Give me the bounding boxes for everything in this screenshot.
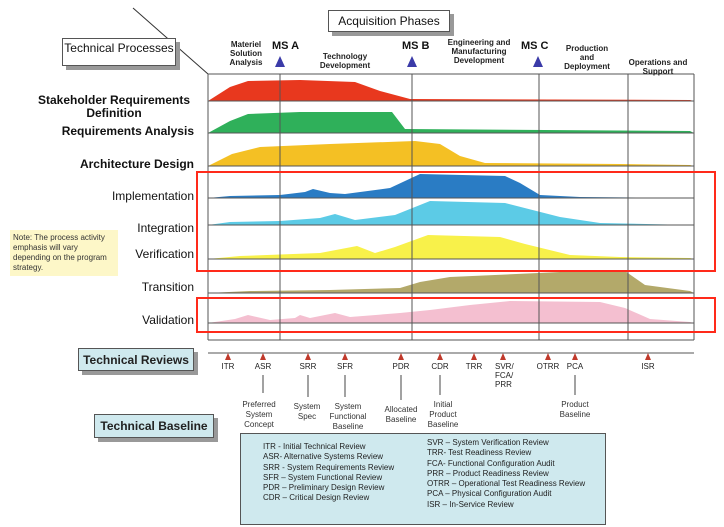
process-label-integration: Integration [137,221,194,235]
baseline-product: Product Baseline [559,400,591,419]
process-note: Note: The process activity emphasis will… [10,230,118,276]
process-curve-7 [208,271,694,293]
legend-item: OTRR – Operational Test Readiness Review [427,479,586,489]
baseline-system-spec: System Spec [293,402,321,421]
review-label: ITR [221,362,235,371]
baseline-allocated: Allocated Baseline [384,405,418,424]
phase-technology-development: Technology Development [319,52,371,70]
review-marker [398,353,404,360]
legend-item: SFR – System Functional Review [263,472,383,482]
process-label-architecture-design: Architecture Design [79,157,194,171]
review-label: SVR/ FCA/ PRR [495,362,514,389]
process-label-stakeholder: Stakeholder Requirements Definition [37,93,191,120]
process-label-validation: Validation [142,313,194,327]
review-marker [225,353,231,360]
process-curve-3 [208,141,694,166]
milestone-c-marker [533,56,543,67]
baseline-preferred-system-concept: Preferred System Concept [242,400,276,429]
baseline-system-functional: System Functional Baseline [329,402,367,431]
review-label: ASR [254,362,272,371]
process-label-requirements-analysis: Requirements Analysis [61,124,194,138]
phase-operations-support: Operations and Support [628,58,688,76]
review-label: SFR [337,362,353,371]
review-label: PDR [392,362,410,371]
baseline-initial-product: Initial Product Baseline [427,400,459,429]
review-acronym-legend: ITR - Initial Technical Review ASR- Alter… [240,433,606,525]
process-curve-8 [208,301,694,323]
technical-processes-box: Technical Processes [62,38,176,66]
legend-item: ASR- Alternative Systems Review [263,452,384,462]
milestone-b-marker [407,56,417,67]
process-curve-4 [208,174,694,198]
review-label: SRR [299,362,317,371]
phase-materiel-solution-analysis: Materiel Solution Analysis [229,40,263,67]
process-label-verification: Verification [135,247,194,261]
technical-reviews-box: Technical Reviews [78,348,194,371]
highlight-box-implementation-verification [196,171,716,272]
review-marker [545,353,551,360]
legend-item: CDR – Critical Design Review [263,493,370,503]
process-label-transition: Transition [141,280,194,294]
review-marker [260,353,266,360]
legend-item: PCA – Physical Configuration Audit [427,489,552,499]
process-label-implementation: Implementation [111,189,194,203]
acquisition-phases-box: Acquisition Phases [328,10,450,32]
review-marker [342,353,348,360]
review-marker [305,353,311,360]
review-label: CDR [431,362,449,371]
process-curve-5 [208,201,694,225]
milestone-c-label: MS C [521,40,549,52]
phase-production-deployment: Production and Deployment [564,44,610,71]
milestone-a-marker [275,56,285,67]
legend-item: SVR – System Verification Review [427,438,549,447]
legend-item: ISR – In-Service Review [427,499,514,509]
review-marker [471,353,477,360]
review-marker [437,353,443,360]
milestone-b-label: MS B [402,40,430,52]
legend-item: TRR- Test Readiness Review [427,448,532,458]
legend-item: FCA- Functional Configuration Audit [427,458,555,468]
review-marker [572,353,578,360]
legend-item: PRR – Product Readiness Review [427,468,549,478]
process-curve-6 [208,235,694,259]
review-label: TRR [465,362,483,371]
legend-item: SRR - System Requirements Review [263,462,395,472]
highlight-box-validation [196,297,716,333]
review-label: PCA [566,362,584,371]
phase-emd: Engineering and Manufacturing Developmen… [447,38,511,65]
review-marker [645,353,651,360]
legend-item: PDR – Preliminary Design Review [263,483,385,493]
milestone-a-label: MS A [272,40,300,52]
process-curve-1 [208,80,694,101]
review-label: ISR [641,362,655,371]
review-label: OTRR [536,362,560,371]
legend-item: ITR - Initial Technical Review [263,442,366,451]
technical-baseline-box: Technical Baseline [94,414,214,438]
process-curve-2 [208,112,694,133]
review-marker [500,353,506,360]
